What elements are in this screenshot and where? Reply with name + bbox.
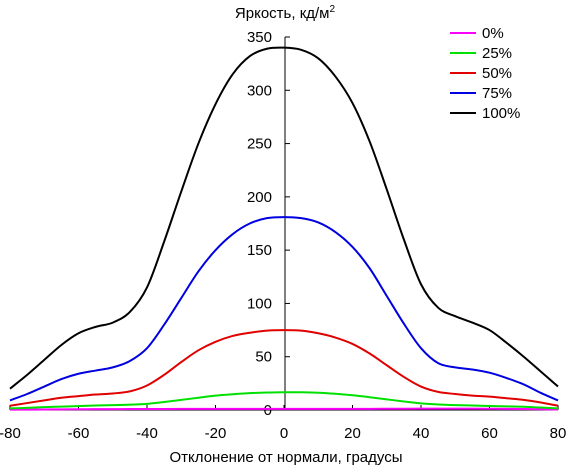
series-line	[9, 46, 559, 390]
y-axis-title-superscript: 2	[330, 4, 336, 15]
legend-label: 100%	[482, 105, 520, 122]
y-axis-title-text: Яркость, кд/м	[235, 5, 330, 22]
y-tick-label: 0	[264, 402, 272, 419]
legend-label: 0%	[482, 25, 504, 42]
x-tick-label: 20	[344, 425, 361, 442]
x-tick-label: 0	[280, 425, 288, 442]
x-tick-label: 40	[413, 425, 430, 442]
x-tick-label: 80	[550, 425, 567, 442]
y-tick-label: 50	[255, 349, 272, 366]
y-tick-label: 200	[247, 189, 272, 206]
x-tick-label: -60	[68, 425, 90, 442]
x-tick-label: -40	[136, 425, 158, 442]
y-tick-label: 350	[247, 29, 272, 46]
y-tick-label: 250	[247, 136, 272, 153]
y-tick-label: 100	[247, 295, 272, 312]
legend: 0% 25% 50% 75% 100%	[450, 25, 520, 122]
x-tick-label: -20	[205, 425, 227, 442]
series-line	[9, 407, 559, 411]
y-tick-label: 150	[247, 242, 272, 259]
x-tick-label: -80	[0, 425, 21, 442]
x-ticks: -80 -60 -40 -20 0 20 40 60 80	[0, 405, 566, 442]
legend-label: 25%	[482, 45, 512, 62]
series-line	[9, 216, 559, 402]
series-line	[9, 329, 559, 407]
x-axis-title: Отклонение от нормали, градусы	[170, 449, 403, 466]
legend-label: 50%	[482, 65, 512, 82]
y-tick-label: 300	[247, 82, 272, 99]
series-line	[9, 391, 559, 410]
series-lines	[9, 46, 559, 411]
y-axis-title: Яркость, кд/м2	[235, 4, 336, 22]
y-ticks: 0 50 100 150 200 250 300 350	[247, 29, 290, 419]
x-tick-label: 60	[481, 425, 498, 442]
legend-label: 75%	[482, 85, 512, 102]
